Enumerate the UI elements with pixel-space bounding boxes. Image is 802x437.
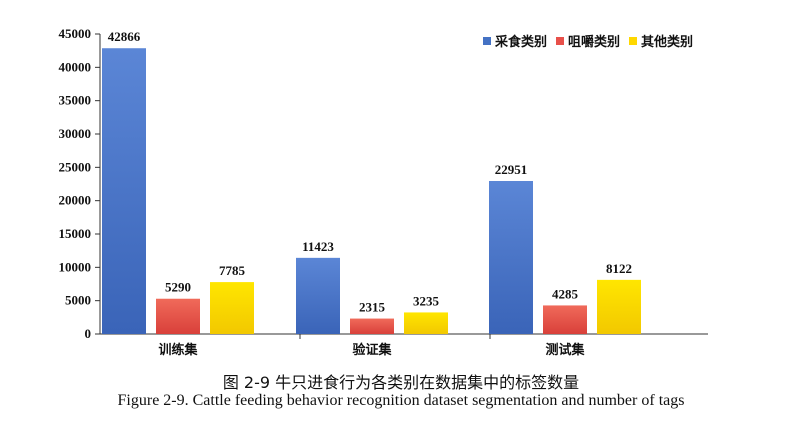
x-category-label: 训练集 xyxy=(158,342,198,358)
figure-caption-english: Figure 2-9. Cattle feeding behavior reco… xyxy=(117,392,685,409)
bar xyxy=(210,282,254,334)
legend-label: 其他类别 xyxy=(641,34,693,50)
legend-label: 咀嚼类别 xyxy=(568,34,620,50)
y-tick-label: 40000 xyxy=(59,59,92,74)
bars: 42866 5290 7785 11423 2315 3235 22951 4285 8122 xyxy=(102,29,641,335)
x-category-label: 测试集 xyxy=(545,342,585,358)
axes: 0 5000 10000 15000 20000 25000 30000 35000 40000… xyxy=(59,26,708,358)
y-tick-label: 20000 xyxy=(59,193,92,208)
data-label: 22951 xyxy=(495,162,528,177)
bar xyxy=(597,279,641,334)
data-label: 5290 xyxy=(165,280,191,295)
bar-chart: 0 5000 10000 15000 20000 25000 30000 35000 40000… xyxy=(59,26,708,358)
y-tick-label: 30000 xyxy=(59,126,92,141)
bar xyxy=(102,48,146,335)
data-label: 2315 xyxy=(359,300,386,315)
data-label: 4285 xyxy=(552,286,579,301)
figure-caption-chinese: 图 2-9 牛只进食行为各类别在数据集中的标签数量 xyxy=(222,373,580,392)
legend-swatch xyxy=(629,37,637,45)
y-tick-label: 25000 xyxy=(59,159,92,174)
y-tick-label: 35000 xyxy=(59,93,92,108)
data-label: 11423 xyxy=(302,239,334,254)
data-label: 42866 xyxy=(108,29,141,44)
y-tick-label: 10000 xyxy=(59,259,92,274)
y-tick-label: 45000 xyxy=(59,26,92,41)
legend: 采食类别 咀嚼类别 其他类别 xyxy=(483,34,693,50)
x-category-label: 验证集 xyxy=(352,342,392,358)
bar xyxy=(296,257,340,334)
data-label: 8122 xyxy=(606,261,632,276)
legend-label: 采食类别 xyxy=(494,34,547,50)
data-label: 3235 xyxy=(413,293,440,308)
y-tick-label: 0 xyxy=(85,326,92,341)
legend-swatch xyxy=(556,37,564,45)
data-label: 7785 xyxy=(219,263,246,278)
y-tick-label: 5000 xyxy=(65,293,91,308)
bar xyxy=(489,180,533,334)
y-tick-label: 15000 xyxy=(59,226,92,241)
bar xyxy=(404,312,448,334)
bar xyxy=(543,305,587,334)
bar xyxy=(156,298,200,334)
bar xyxy=(350,318,394,334)
legend-swatch xyxy=(483,37,491,45)
